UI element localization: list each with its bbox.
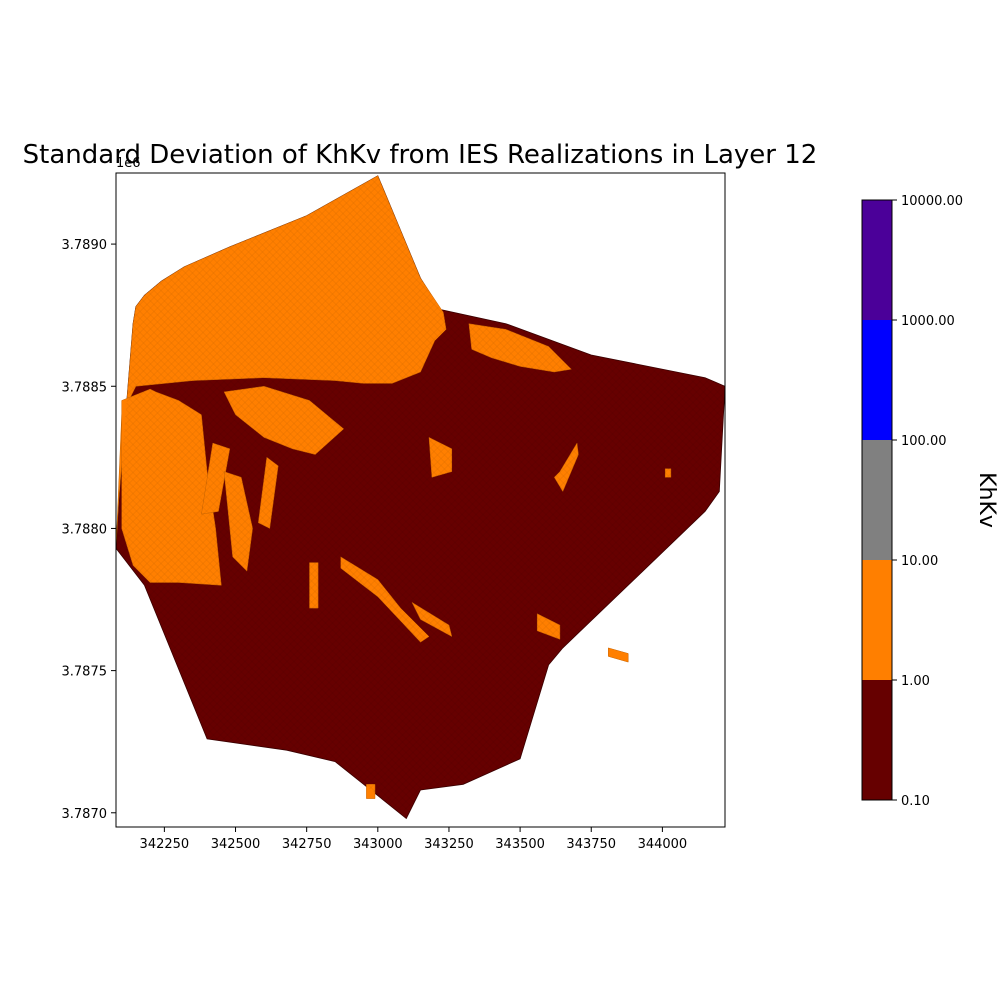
x-tick-label: 342750 xyxy=(282,837,332,852)
plot-frame xyxy=(115,172,726,828)
y-tick-label: 3.7885 xyxy=(62,380,108,395)
colorbar: 0.10 1.00 10.00 100.00 1000.00 10000.00 KhKv xyxy=(861,194,999,809)
y-tick-label: 3.7870 xyxy=(62,807,108,822)
colorbar-segment xyxy=(862,440,892,560)
colorbar-tick-label: 1.00 xyxy=(901,674,930,689)
mesh-grid-overlay xyxy=(116,175,725,819)
colorbar-tick-label: 10.00 xyxy=(901,554,938,569)
y-axis: 3.7870 3.7875 3.7880 3.7885 3.7890 xyxy=(62,238,116,822)
x-tick-label: 343000 xyxy=(353,837,403,852)
x-tick-label: 344000 xyxy=(638,837,688,852)
x-tick-label: 342250 xyxy=(140,837,190,852)
khkv-region-13 xyxy=(608,647,629,663)
colorbar-tick-label: 100.00 xyxy=(901,434,947,449)
x-tick-label: 343750 xyxy=(566,837,616,852)
colorbar-segment xyxy=(862,560,892,680)
y-tick-label: 3.7875 xyxy=(62,665,108,680)
y-tick-label: 3.7890 xyxy=(62,238,108,253)
chart-title: Standard Deviation of KhKv from IES Real… xyxy=(23,140,818,170)
y-tick-label: 3.7880 xyxy=(62,522,108,537)
y-axis-offset-label: 1e6 xyxy=(116,156,141,171)
x-tick-label: 343500 xyxy=(495,837,545,852)
x-tick-label: 342500 xyxy=(211,837,261,852)
colorbar-tick-label: 10000.00 xyxy=(901,194,963,209)
map-plot-area xyxy=(116,175,725,820)
colorbar-tick-label: 0.10 xyxy=(901,794,930,809)
colorbar-segment xyxy=(862,680,892,800)
colorbar-label: KhKv xyxy=(974,472,999,528)
colorbar-segment xyxy=(862,200,892,320)
x-tick-label: 343250 xyxy=(424,837,474,852)
colorbar-tick-label: 1000.00 xyxy=(901,314,955,329)
x-axis: 342250 342500 342750 343000 343250 343500 3437… xyxy=(140,827,688,852)
colorbar-segment xyxy=(862,320,892,440)
